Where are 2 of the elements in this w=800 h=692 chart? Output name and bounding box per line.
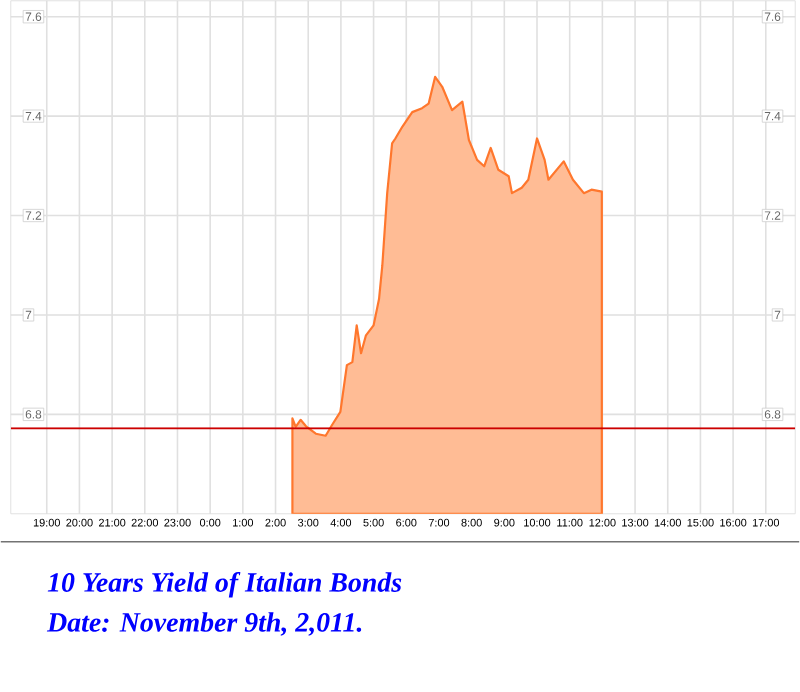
text: 10 Years Yield of Italian Bonds bbox=[47, 572, 402, 598]
text: Date: November 9th, 2,011. bbox=[46, 612, 362, 637]
